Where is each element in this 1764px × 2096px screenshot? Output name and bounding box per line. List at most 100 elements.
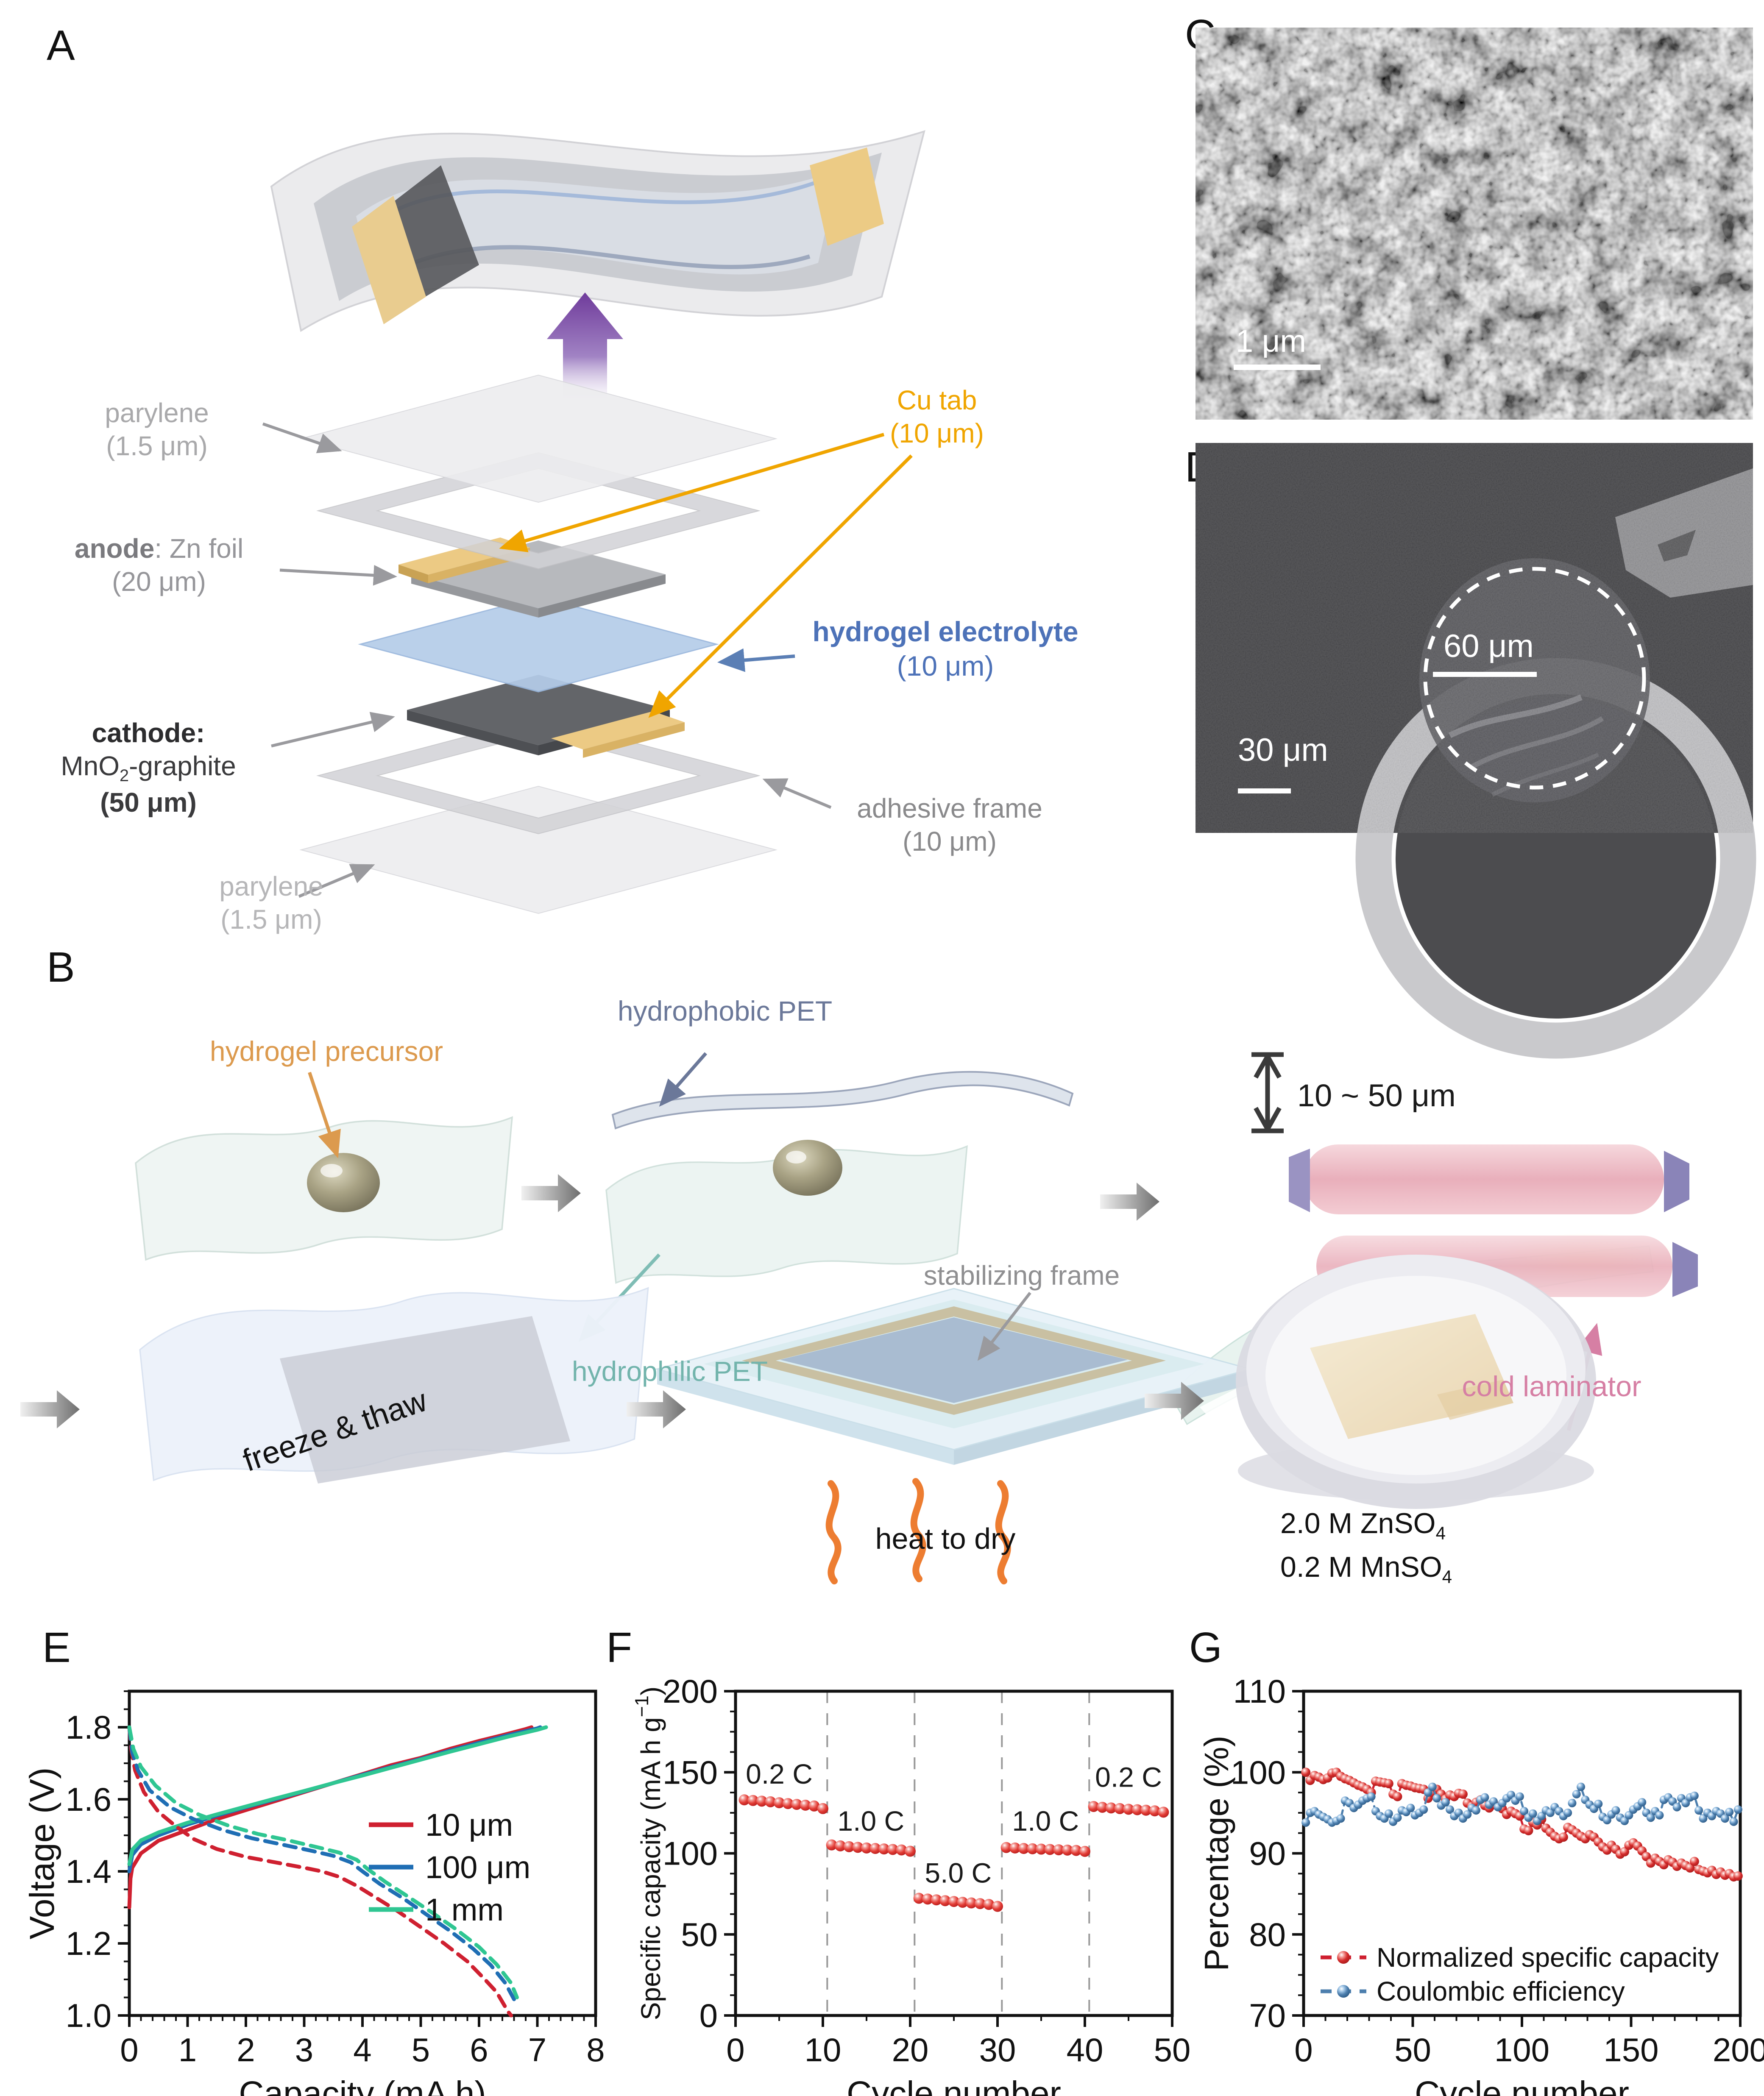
layer-cathode — [407, 675, 685, 758]
leader-arrow-electrolyte — [717, 648, 795, 672]
svg-text:200: 200 — [1713, 2031, 1764, 2068]
svg-text:10 μm: 10 μm — [425, 1807, 513, 1843]
svg-text:Capacity (mA h): Capacity (mA h) — [239, 2074, 486, 2096]
svg-text:70: 70 — [1249, 1997, 1286, 2034]
chart-cycling-stability: 0 50 100 150 200 70 80 90 100 110 Cycle number Perc… — [1198, 1673, 1764, 2096]
svg-text:7: 7 — [528, 2031, 546, 2068]
panel-letter-e: E — [42, 1624, 71, 1671]
label-parylene-top: parylene (1.5 μm) — [105, 398, 209, 462]
label-adhesive-frame: adhesive frame (10 μm) — [857, 793, 1042, 857]
heat-squiggle-icon — [825, 1478, 1011, 1584]
svg-text:1.4: 1.4 — [66, 1853, 111, 1890]
panel-letter-f: F — [606, 1624, 633, 1671]
exploded-stack — [299, 374, 777, 914]
svg-text:1 mm: 1 mm — [425, 1892, 504, 1927]
hydrophobic-pet-sheet — [611, 1071, 1074, 1130]
device-structure-schematic — [262, 130, 925, 914]
fabrication-process-schematic — [20, 1052, 1698, 1584]
svg-text:6: 6 — [470, 2031, 488, 2068]
scalebar-label-c: 1 μm — [1236, 323, 1306, 359]
svg-text:Specific capacity (mA h g−1): Specific capacity (mA h g−1) — [631, 1687, 666, 2020]
label-thickness: 10 ~ 50 μm — [1297, 1078, 1456, 1113]
svg-text:2: 2 — [237, 2031, 255, 2068]
svg-text:0: 0 — [120, 2031, 138, 2068]
label-anode: anode: Zn foil (20 μm) — [74, 533, 244, 597]
label-heat-to-dry: heat to dry — [875, 1522, 1016, 1555]
svg-text:Normalized specific capacity: Normalized specific capacity — [1377, 1942, 1719, 1973]
svg-text:Cycle number: Cycle number — [847, 2074, 1061, 2096]
svg-text:40: 40 — [1067, 2031, 1104, 2068]
svg-text:8: 8 — [586, 2031, 605, 2068]
svg-text:4: 4 — [353, 2031, 371, 2068]
svg-text:5.0 C: 5.0 C — [925, 1857, 992, 1888]
label-cathode: cathode: MnO2-graphite (50 μm) — [61, 718, 236, 818]
stabilizing-frame-shape — [742, 1306, 1166, 1415]
sem-image-porous-hydrogel: 1 μm — [1196, 28, 1753, 420]
label-cu-tab: Cu tab (10 μm) — [890, 385, 984, 449]
svg-text:Voltage (V): Voltage (V) — [23, 1768, 61, 1940]
svg-text:100: 100 — [663, 1835, 718, 1872]
layer-anode-zn — [399, 537, 666, 618]
gel-film — [280, 1316, 570, 1484]
diameter-line-d — [1433, 672, 1537, 677]
scalebar-line-c — [1234, 365, 1321, 370]
step-soak-electrolyte — [1236, 1255, 1596, 1509]
svg-text:150: 150 — [663, 1754, 718, 1791]
svg-text:100: 100 — [1231, 1754, 1286, 1791]
svg-text:0.2 C: 0.2 C — [746, 1758, 813, 1790]
svg-text:5: 5 — [412, 2031, 430, 2068]
svg-text:3: 3 — [295, 2031, 313, 2068]
svg-text:1: 1 — [178, 2031, 197, 2068]
svg-text:0: 0 — [726, 2031, 744, 2068]
panel-letter-a: A — [47, 22, 75, 69]
svg-text:1.0: 1.0 — [66, 1997, 111, 2034]
assembled-device-illustration — [270, 130, 925, 332]
hydrogel-droplet — [307, 1153, 380, 1212]
label-hydrogel-precursor: hydrogel precursor — [209, 1035, 443, 1067]
panel-letter-b: B — [47, 944, 75, 991]
svg-text:100: 100 — [1494, 2031, 1549, 2068]
label-cold-laminator: cold laminator — [1462, 1370, 1641, 1403]
svg-text:100 μm: 100 μm — [425, 1850, 530, 1885]
up-arrow-icon — [547, 292, 623, 409]
diameter-dashed-circle — [1423, 567, 1646, 790]
svg-text:0: 0 — [699, 1997, 718, 2034]
svg-text:1.6: 1.6 — [66, 1781, 111, 1818]
layer-adhesive-frame-bottom — [316, 717, 761, 835]
label-stabilizing-frame: stabilizing frame — [923, 1260, 1120, 1291]
svg-text:10: 10 — [805, 2031, 842, 2068]
label-parylene-bottom: parylene (1.5 μm) — [219, 871, 323, 935]
svg-text:Cycle number: Cycle number — [1415, 2074, 1629, 2096]
svg-text:1.0 C: 1.0 C — [837, 1805, 904, 1837]
svg-text:0: 0 — [1294, 2031, 1313, 2068]
chart-rate-capability: 0 10 20 30 40 50 0 50 100 150 200 0.2 C 1.0 C 5.0 C 1.… — [631, 1673, 1190, 2096]
laminator-roller-top — [1304, 1144, 1664, 1214]
svg-text:1.8: 1.8 — [66, 1709, 111, 1746]
label-hydrophilic-pet: hydrophilic PET — [571, 1356, 768, 1387]
svg-text:50: 50 — [1394, 2031, 1431, 2068]
svg-text:30: 30 — [979, 2031, 1016, 2068]
svg-text:Percentage (%): Percentage (%) — [1198, 1736, 1235, 1971]
scalebar-label-d: 30 μm — [1238, 732, 1328, 768]
flow-arrow-icon — [20, 1390, 80, 1428]
label-electrolyte-solution: 2.0 M ZnSO4 0.2 M MnSO4 — [1280, 1507, 1452, 1587]
panel-letter-g: G — [1189, 1624, 1222, 1671]
svg-text:90: 90 — [1249, 1835, 1286, 1872]
svg-text:1.2: 1.2 — [66, 1925, 111, 1962]
label-hydrogel-electrolyte: hydrogel electrolyte (10 μm) — [812, 616, 1078, 682]
svg-text:0.2 C: 0.2 C — [1095, 1762, 1162, 1793]
svg-text:110: 110 — [1233, 1673, 1286, 1710]
svg-text:150: 150 — [1603, 2031, 1658, 2068]
diameter-label-d: 60 μm — [1444, 628, 1534, 664]
step-freeze-thaw — [139, 1287, 649, 1484]
scalebar-line-d — [1238, 788, 1291, 793]
leader-arrows-gray — [262, 422, 832, 898]
step-precursor-on-sheet — [135, 1072, 513, 1261]
step-heat-to-dry — [655, 1288, 1253, 1584]
chart-voltage-vs-capacity: 0 1 2 3 4 5 6 7 8 1.0 1.2 1.4 1.6 1.8 Capacity (mA h) V… — [23, 1690, 605, 2096]
layer-parylene-top — [299, 374, 777, 503]
svg-text:80: 80 — [1249, 1916, 1286, 1953]
leader-arrows-cu-tab — [499, 433, 913, 718]
flow-arrow-icon — [1100, 1183, 1159, 1221]
